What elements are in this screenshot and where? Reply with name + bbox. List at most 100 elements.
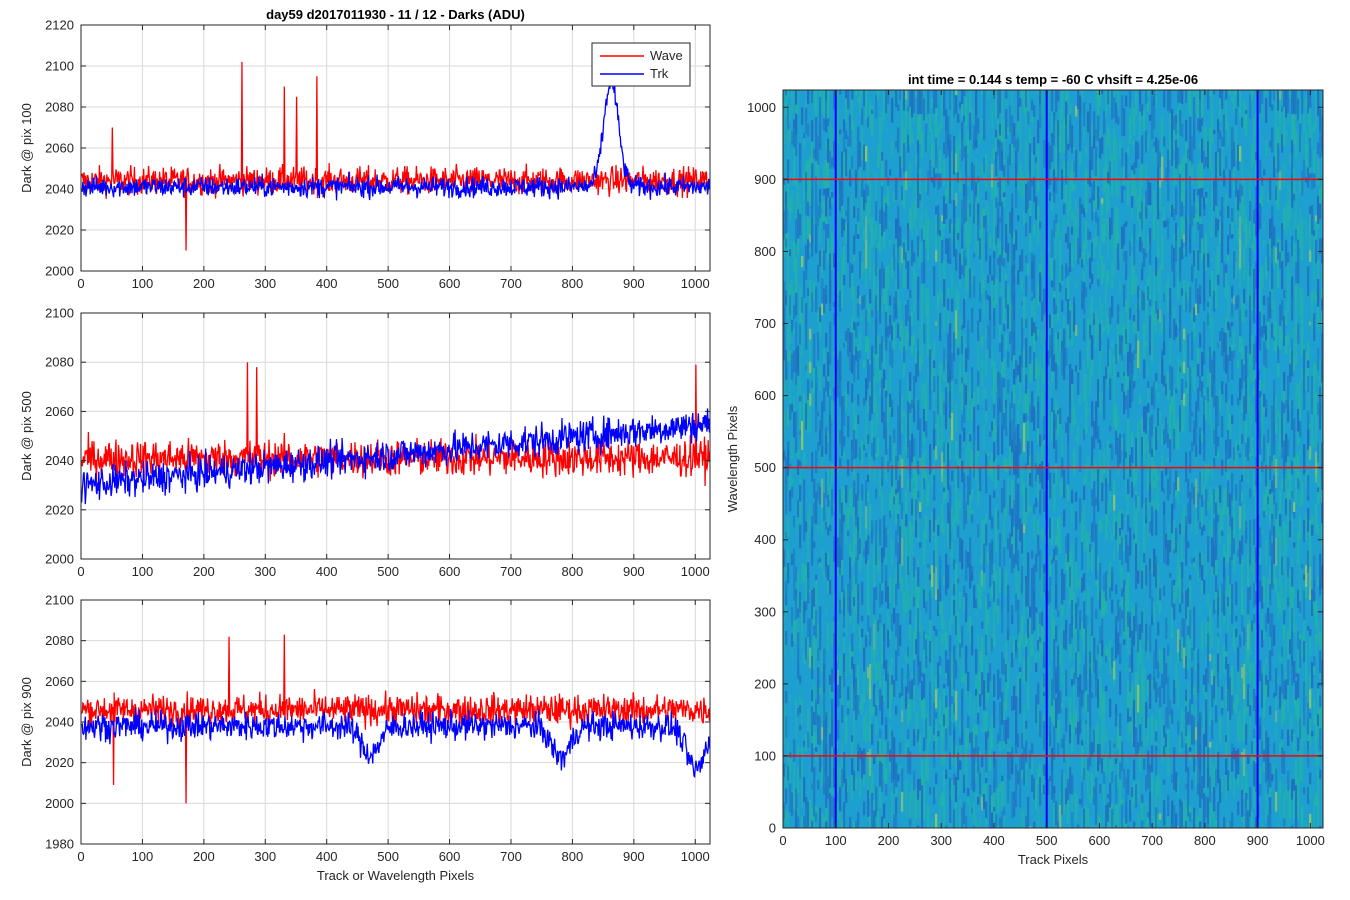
heatmap-cell <box>937 424 940 447</box>
heatmap-cell <box>1187 502 1190 524</box>
heatmap-cell <box>1157 774 1160 795</box>
heatmap-cell <box>1111 771 1114 783</box>
heatmap-cell <box>1085 146 1088 157</box>
heatmap-cell <box>1089 305 1092 325</box>
heatmap-cell <box>947 305 950 311</box>
heatmap-cell <box>827 474 830 495</box>
heatmap-cell <box>1049 716 1052 732</box>
heatmap-cell <box>977 386 980 405</box>
heatmap-cell <box>1147 498 1150 510</box>
heatmap-cell <box>1183 513 1186 533</box>
heatmap-cell <box>1209 127 1212 141</box>
heatmap-cell <box>823 670 826 693</box>
heatmap-cell <box>1181 201 1184 217</box>
heatmap-cell <box>785 532 788 538</box>
heatmap-cell <box>955 470 958 479</box>
heatmap-cell <box>883 529 886 558</box>
heatmap-cell <box>921 283 924 307</box>
heatmap-cell <box>1029 617 1032 634</box>
heatmap-cell <box>1163 825 1166 828</box>
heatmap-cell <box>1063 352 1066 380</box>
heatmap-cell <box>1099 817 1102 828</box>
heatmap-cell <box>1197 104 1200 119</box>
heatmap-cell <box>791 240 794 257</box>
heatmap-cell <box>1161 358 1164 384</box>
heatmap-cell <box>959 130 962 150</box>
heatmap-cell <box>955 310 958 339</box>
heatmap-cell <box>995 104 998 118</box>
heatmap-cell <box>939 313 942 342</box>
heatmap-cell <box>1199 552 1202 567</box>
heatmap-cell <box>1207 767 1210 788</box>
heatmap-cell <box>1121 383 1124 392</box>
heatmap-cell <box>1187 711 1190 725</box>
heatmap-cell <box>913 488 916 511</box>
heatmap-cell <box>949 349 952 369</box>
heatmap-cell <box>1157 190 1160 220</box>
heatmap-cell <box>1077 641 1080 652</box>
heatmap-cell <box>889 365 892 394</box>
heatmap-cell <box>1021 809 1024 824</box>
heatmap-cell <box>805 365 808 371</box>
heatmap-cell <box>1175 168 1178 184</box>
heatmap-cell <box>1151 487 1154 507</box>
heatmap-cell <box>1117 467 1120 477</box>
heatmap-cell <box>807 708 810 732</box>
heatmap-cell <box>1043 641 1046 656</box>
heatmap-cell <box>1139 639 1142 645</box>
heatmap-cell <box>949 383 952 391</box>
heatmap-cell <box>1011 536 1014 545</box>
heatmap-cell <box>1065 170 1068 185</box>
heatmap-cell <box>1199 216 1202 225</box>
heatmap-cell <box>811 246 814 257</box>
heatmap-cell <box>1013 136 1016 148</box>
heatmap-cell <box>1101 214 1104 222</box>
heatmap-cell <box>975 90 978 116</box>
heatmap-cell <box>1139 419 1142 424</box>
heatmap-cell <box>943 620 946 644</box>
heatmap-cell <box>829 524 832 532</box>
heatmap-cell <box>1169 715 1172 724</box>
heatmap-cell <box>1207 351 1210 358</box>
heatmap-cell <box>895 583 898 606</box>
heatmap-cell <box>1081 817 1084 828</box>
heatmap-cell <box>921 672 924 677</box>
heatmap-cell <box>1207 313 1210 326</box>
heatmap-cell <box>789 757 792 774</box>
heatmap-cell <box>1125 662 1128 671</box>
heatmap-cell <box>1055 801 1058 826</box>
heatmap-cell <box>1011 193 1014 202</box>
heatmap-cell <box>807 400 810 421</box>
heatmap-cell <box>1027 389 1030 416</box>
heatmap-cell <box>1179 195 1182 218</box>
heatmap-cell <box>1125 510 1128 522</box>
heatmap-cell <box>1089 103 1092 131</box>
heatmap-cell <box>1103 217 1106 225</box>
heatmap-cell <box>859 538 862 555</box>
heatmap-cell <box>1055 213 1058 224</box>
heatmap-cell <box>793 515 796 528</box>
heatmap-cell <box>901 424 904 434</box>
heatmap-cell <box>963 585 966 598</box>
heatmap-cell <box>1055 534 1058 546</box>
heatmap-cell <box>895 90 898 108</box>
heatmap-cell <box>953 826 956 828</box>
heatmap-cell <box>1017 270 1020 285</box>
heatmap-cell <box>921 819 924 828</box>
heatmap-cell <box>969 216 972 225</box>
heatmap-cell <box>1075 436 1078 442</box>
heatmap-cell <box>847 686 850 701</box>
heatmap-cell <box>1135 569 1138 589</box>
heatmap-cell <box>785 581 788 596</box>
heatmap-cell <box>1209 399 1212 423</box>
heatmap-cell <box>977 524 980 538</box>
heatmap-cell <box>1061 789 1064 816</box>
heatmap-cell <box>813 333 816 349</box>
heatmap-cell <box>783 210 786 231</box>
heatmap-cell <box>897 227 900 249</box>
heatmap-cell <box>1195 766 1198 787</box>
heatmap-cell <box>1107 479 1110 484</box>
heatmap-cell <box>813 682 816 712</box>
heatmap-cell <box>1065 144 1068 171</box>
heatmap-cell <box>989 255 992 275</box>
